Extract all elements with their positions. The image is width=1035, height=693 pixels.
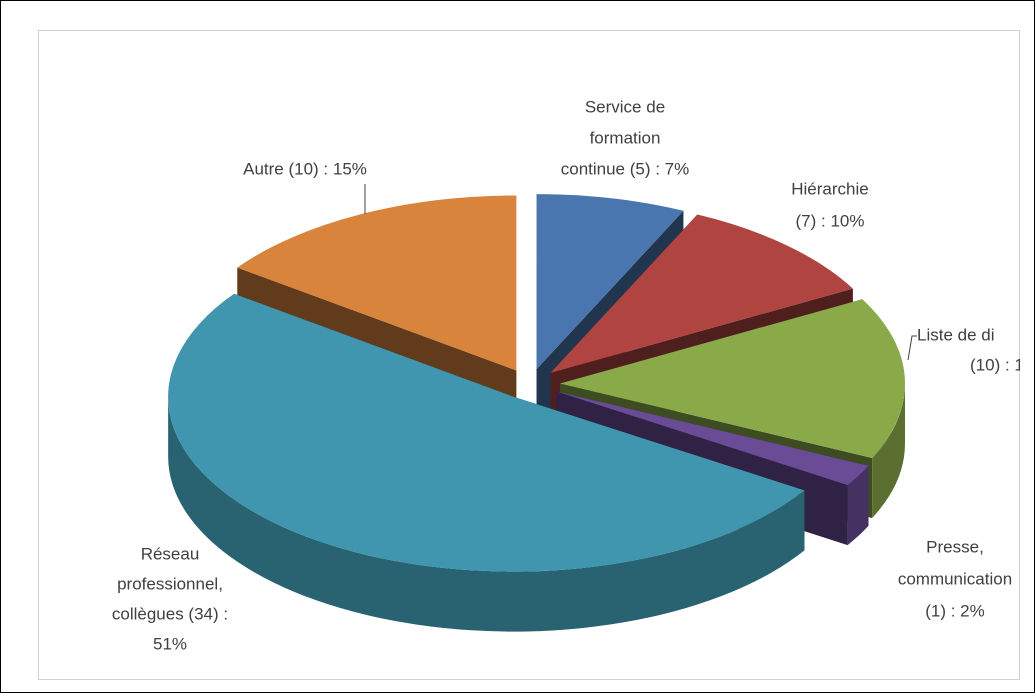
slice [550, 214, 853, 373]
data-label: collègues (34) : [112, 604, 228, 623]
data-label: communication [898, 569, 1012, 588]
data-label: Presse, [926, 537, 984, 556]
slice [559, 299, 905, 459]
slice [536, 194, 684, 370]
slice-wall [847, 465, 869, 546]
data-label: Service de [585, 97, 665, 116]
data-label: (1) : 2% [925, 601, 985, 620]
slice [237, 195, 517, 371]
data-label: Hiérarchie [791, 179, 868, 198]
data-label: formation [590, 128, 661, 147]
data-label: (7) : 10% [796, 211, 865, 230]
data-label: Autre (10) : 15% [243, 159, 367, 178]
data-label: continue (5) : 7% [561, 159, 690, 178]
slice [556, 391, 869, 486]
data-label: Liste de di [917, 325, 995, 344]
slice-wall [872, 383, 905, 519]
labels: Service de formation continue (5) : 7% Hiér… [112, 97, 1024, 653]
plot-border [38, 30, 1020, 680]
slice-wall [168, 396, 805, 632]
data-label: (10) : 1 [970, 355, 1024, 374]
leader-line [907, 335, 917, 361]
pie [168, 194, 905, 632]
data-label: Réseau [141, 544, 200, 563]
data-label: 51% [153, 634, 187, 653]
slice [168, 293, 805, 572]
data-label: professionnel, [117, 574, 223, 593]
